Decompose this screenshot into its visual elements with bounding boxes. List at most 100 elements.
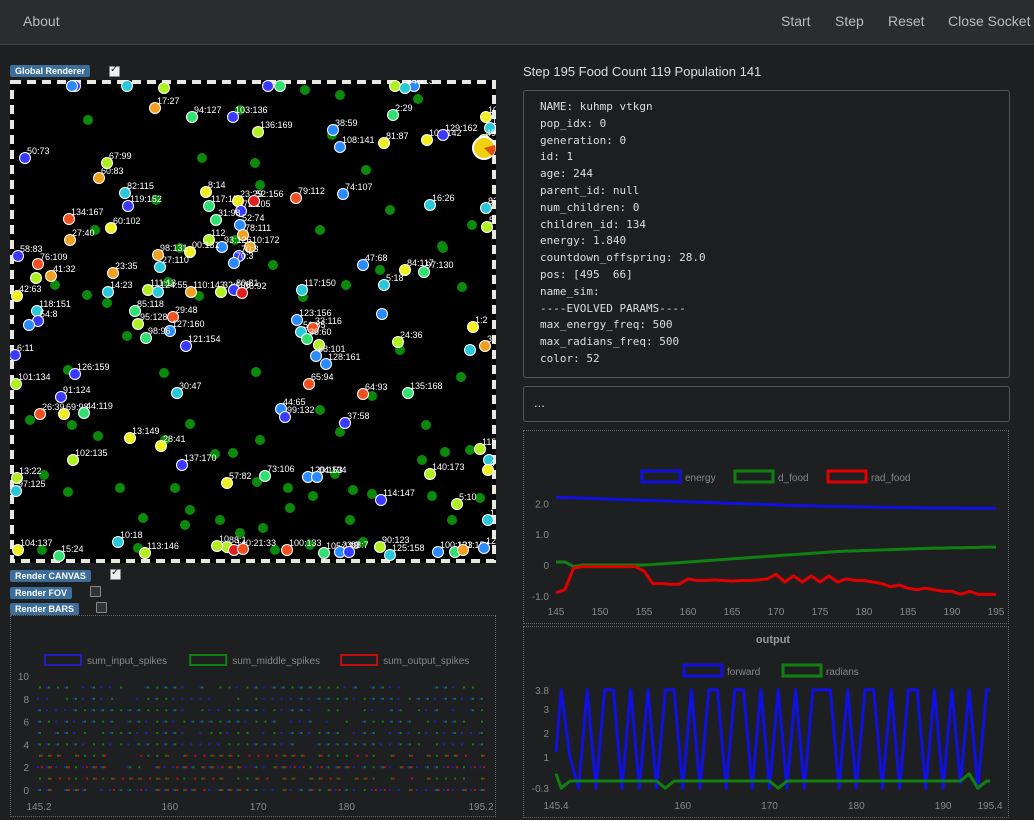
step-button[interactable]: Step	[835, 13, 864, 29]
spike-dot	[262, 789, 265, 791]
spike-dot	[239, 766, 242, 769]
agent-dot	[484, 122, 496, 134]
agent-label: 98:96	[148, 326, 171, 336]
food-dot	[63, 487, 73, 497]
agent: 60:83	[93, 166, 124, 184]
spike-dot	[217, 789, 220, 791]
spike-dot	[113, 777, 116, 780]
spike-dot	[255, 766, 258, 769]
agent-dot	[262, 80, 274, 92]
render-bars-checkbox[interactable]	[96, 602, 107, 613]
agent: 106:139	[480, 105, 496, 123]
render-canvas-checkbox[interactable]	[110, 567, 121, 580]
spike-dot	[39, 777, 41, 780]
spike-dot	[481, 732, 483, 734]
agent-label: 31:98	[218, 208, 241, 218]
series-line-rad_food	[555, 565, 996, 596]
x-tick-label: 195.4	[977, 801, 1002, 812]
spike-dot	[435, 709, 438, 712]
spike-dot	[435, 743, 438, 746]
spike-dot	[127, 732, 130, 734]
render-fov-checkbox[interactable]	[90, 586, 101, 597]
agent-dot	[421, 134, 433, 146]
reset-button[interactable]: Reset	[888, 13, 925, 29]
agent: 15:24	[53, 544, 84, 562]
spike-dot	[37, 697, 39, 700]
spike-dot	[433, 766, 436, 769]
spike-dot	[50, 766, 53, 769]
spike-dot	[111, 697, 114, 700]
spike-dot	[320, 777, 323, 780]
spike-dot	[172, 743, 175, 746]
spike-dot	[453, 732, 456, 734]
agent-dot	[101, 157, 113, 169]
food-dot	[102, 298, 112, 308]
world-border	[10, 80, 496, 563]
spike-dot	[37, 766, 39, 769]
spike-dot	[84, 732, 87, 734]
spike-dot	[246, 686, 249, 689]
agent-label: 93:126	[224, 235, 252, 245]
x-tick-label: 165	[724, 607, 741, 618]
spike-dot	[84, 720, 87, 723]
agent-dot	[228, 257, 240, 269]
world-canvas[interactable]: 17:27 94:127 103:136 136:169 38:59 2:29 84:113…	[10, 80, 496, 563]
legend-label: energy	[685, 473, 716, 484]
agent-dot	[119, 187, 131, 199]
spike-dot	[325, 697, 328, 700]
spike-dot	[57, 743, 60, 746]
spike-dot	[284, 766, 287, 769]
spike-dot	[298, 697, 301, 700]
spike-dot	[208, 766, 211, 769]
spike-dot	[190, 720, 193, 723]
spike-dot	[64, 732, 67, 734]
spike-dot	[192, 720, 195, 723]
spike-dot	[298, 766, 301, 769]
spike-dot	[327, 789, 330, 791]
chart-title: output	[756, 634, 791, 646]
spike-dot	[93, 777, 96, 780]
agent-label: 74:107	[345, 182, 373, 192]
spike-dot	[363, 709, 366, 712]
start-button[interactable]: Start	[781, 13, 811, 29]
agent: 36:92	[236, 281, 267, 299]
food-dot	[50, 280, 60, 290]
about-link[interactable]: About	[23, 13, 60, 29]
x-tick-label: 180	[856, 607, 873, 618]
spike-dot	[217, 743, 220, 746]
food-dot	[122, 331, 132, 341]
spike-dot	[55, 709, 58, 712]
global-renderer-checkbox[interactable]	[109, 64, 120, 77]
spike-dot	[147, 743, 150, 746]
spike-dot	[50, 789, 53, 791]
spike-dot	[383, 789, 386, 791]
close-socket-button[interactable]: Close Socket	[948, 13, 1031, 29]
spike-dot	[307, 709, 310, 712]
agent-label: 495:	[486, 128, 496, 138]
agent-dot	[184, 246, 196, 258]
agent-label: 47:68	[365, 253, 388, 263]
agent: 123:156	[291, 308, 332, 326]
spike-dot	[84, 754, 87, 757]
food-dot	[258, 523, 268, 533]
agent: 57:82	[221, 471, 252, 489]
spike-dot	[93, 743, 96, 746]
agent: 76:109	[32, 252, 68, 270]
agent-label: 52:156	[256, 189, 284, 199]
spike-dot	[129, 766, 132, 769]
spike-dot	[365, 754, 368, 757]
agent: 102:135	[67, 448, 108, 466]
spike-dot	[102, 777, 105, 780]
spike-dot	[442, 743, 445, 746]
food-dot	[185, 419, 195, 429]
spike-dot	[237, 732, 240, 734]
spike-dot	[336, 697, 339, 700]
spike-dot	[48, 686, 51, 689]
agent-label: 26:39	[42, 402, 65, 412]
spike-dot	[257, 754, 260, 757]
agent-label: 13:149	[132, 426, 160, 436]
food-dot	[361, 165, 371, 175]
spike-dot	[37, 743, 39, 746]
agent-dot	[313, 339, 325, 351]
agent-dot	[248, 195, 260, 207]
